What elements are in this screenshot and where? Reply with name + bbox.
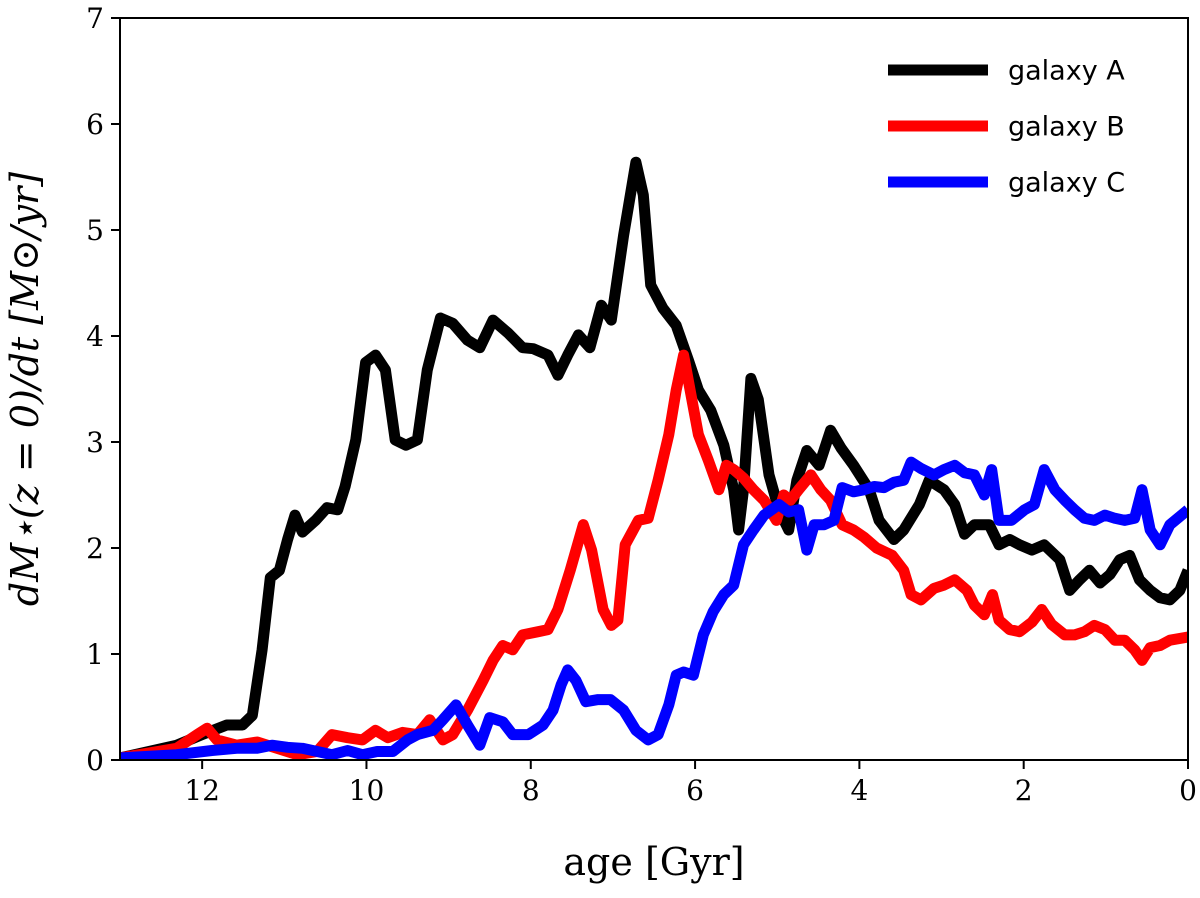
- y-tick-label: 6: [86, 108, 104, 141]
- y-tick-label: 2: [86, 532, 104, 565]
- plot-frame: [119, 17, 1189, 761]
- plot-lines: [120, 156, 1188, 760]
- x-tick-label: 8: [522, 774, 540, 807]
- x-tick-label: 0: [1179, 774, 1197, 807]
- series-line: [120, 456, 1188, 760]
- y-tick-label: 0: [86, 744, 104, 777]
- x-axis-label: age [Gyr]: [563, 840, 744, 884]
- y-axis-label: dM⋆(z = 0)/dt [M⊙/yr]: [3, 172, 47, 606]
- y-tick-label: 1: [86, 638, 104, 671]
- x-tick-label: 12: [184, 774, 220, 807]
- y-tick-label: 4: [86, 320, 104, 353]
- y-tick-label: 5: [86, 214, 104, 247]
- series-line: [120, 156, 1188, 760]
- series-line: [120, 349, 1188, 760]
- legend-label: galaxy C: [1008, 168, 1125, 199]
- x-tick-label: 10: [349, 774, 385, 807]
- y-tick-label: 3: [86, 426, 104, 459]
- y-tick-label: 7: [86, 2, 104, 35]
- legend-label: galaxy A: [1008, 56, 1125, 87]
- legend-label: galaxy B: [1008, 112, 1125, 143]
- x-tick-label: 4: [850, 774, 868, 807]
- legend: galaxy A galaxy B galaxy C: [888, 56, 1125, 199]
- x-tick-label: 2: [1015, 774, 1033, 807]
- x-tick-label: 6: [686, 774, 704, 807]
